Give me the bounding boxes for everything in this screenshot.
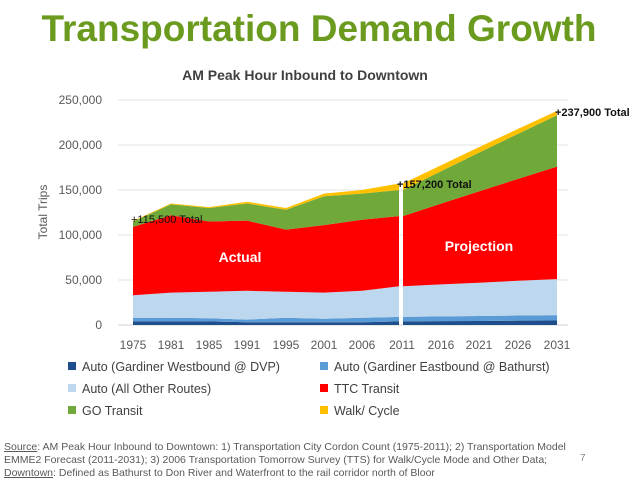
y-axis-label: Total Trips: [36, 185, 50, 240]
page-number: 7: [580, 453, 586, 464]
y-tick-label: 200,000: [59, 138, 103, 152]
area-actual-auto-gardiner-eastbound-bathurst-: [133, 316, 399, 323]
y-tick-label: 100,000: [59, 228, 103, 242]
x-tick-label: 1975: [120, 338, 147, 352]
y-tick-label: 50,000: [65, 273, 102, 287]
source-text: : AM Peak Hour Inbound to Downtown: 1) T…: [4, 441, 566, 466]
legend-label: Auto (All Other Routes): [82, 382, 211, 396]
x-tick-label: 2021: [466, 338, 493, 352]
legend-label: GO Transit: [82, 404, 143, 418]
segment-label-projection: Projection: [445, 238, 513, 254]
area-projection-ttc-transit: [403, 166, 557, 287]
x-tick-label: 2026: [505, 338, 532, 352]
segment-label-actual: Actual: [219, 249, 262, 265]
x-tick-label: 1985: [196, 338, 223, 352]
legend-swatch: [68, 406, 76, 414]
x-tick-label: 2031: [544, 338, 571, 352]
downtown-label: Downtown: [4, 467, 54, 479]
area-actual-walk-cycle: [133, 183, 399, 222]
x-tick-label: 2011: [389, 338, 415, 352]
legend-label: TTC Transit: [334, 382, 400, 396]
total-annotation: +237,900 Total: [555, 107, 630, 119]
downtown-text: : Defined as Bathurst to Don River and W…: [53, 467, 435, 479]
chart-title: AM Peak Hour Inbound to Downtown: [182, 67, 428, 83]
area-projection-go-transit: [403, 115, 557, 217]
y-tick-label: 250,000: [59, 93, 103, 107]
area-actual-ttc-transit: [133, 215, 399, 296]
slide-title: Transportation Demand Growth: [41, 8, 597, 49]
x-tick-label: 2001: [311, 338, 338, 352]
legend-swatch: [320, 362, 328, 370]
x-tick-label: 2016: [428, 338, 455, 352]
area-projection-walk-cycle: [403, 110, 557, 190]
area-projection-auto-all-other-routes-: [403, 279, 557, 317]
legend-swatch: [320, 384, 328, 392]
source-note: Source: AM Peak Hour Inbound to Downtown…: [4, 441, 604, 480]
area-projection-auto-gardiner-westbound-dvp-: [403, 320, 557, 325]
total-annotation: +115,500 Total: [131, 214, 202, 226]
total-annotation: +157,200 Total: [397, 179, 472, 191]
legend-label: Auto (Gardiner Westbound @ DVP): [82, 360, 280, 374]
x-tick-label: 2006: [349, 338, 376, 352]
legend-label: Auto (Gardiner Eastbound @ Bathurst): [334, 360, 550, 374]
legend-swatch: [68, 384, 76, 392]
x-tick-label: 1981: [158, 338, 185, 352]
legend-label: Walk/ Cycle: [334, 404, 400, 418]
x-tick-label: 1991: [234, 338, 261, 352]
area-projection-auto-gardiner-eastbound-bathurst-: [403, 315, 557, 322]
y-tick-label: 150,000: [59, 183, 103, 197]
y-tick-label: 0: [95, 318, 102, 332]
area-actual-go-transit: [133, 190, 399, 230]
x-tick-label: 1995: [273, 338, 300, 352]
legend-swatch: [68, 362, 76, 370]
source-label: Source: [4, 441, 38, 453]
area-actual-auto-all-other-routes-: [133, 286, 399, 320]
legend-swatch: [320, 406, 328, 414]
